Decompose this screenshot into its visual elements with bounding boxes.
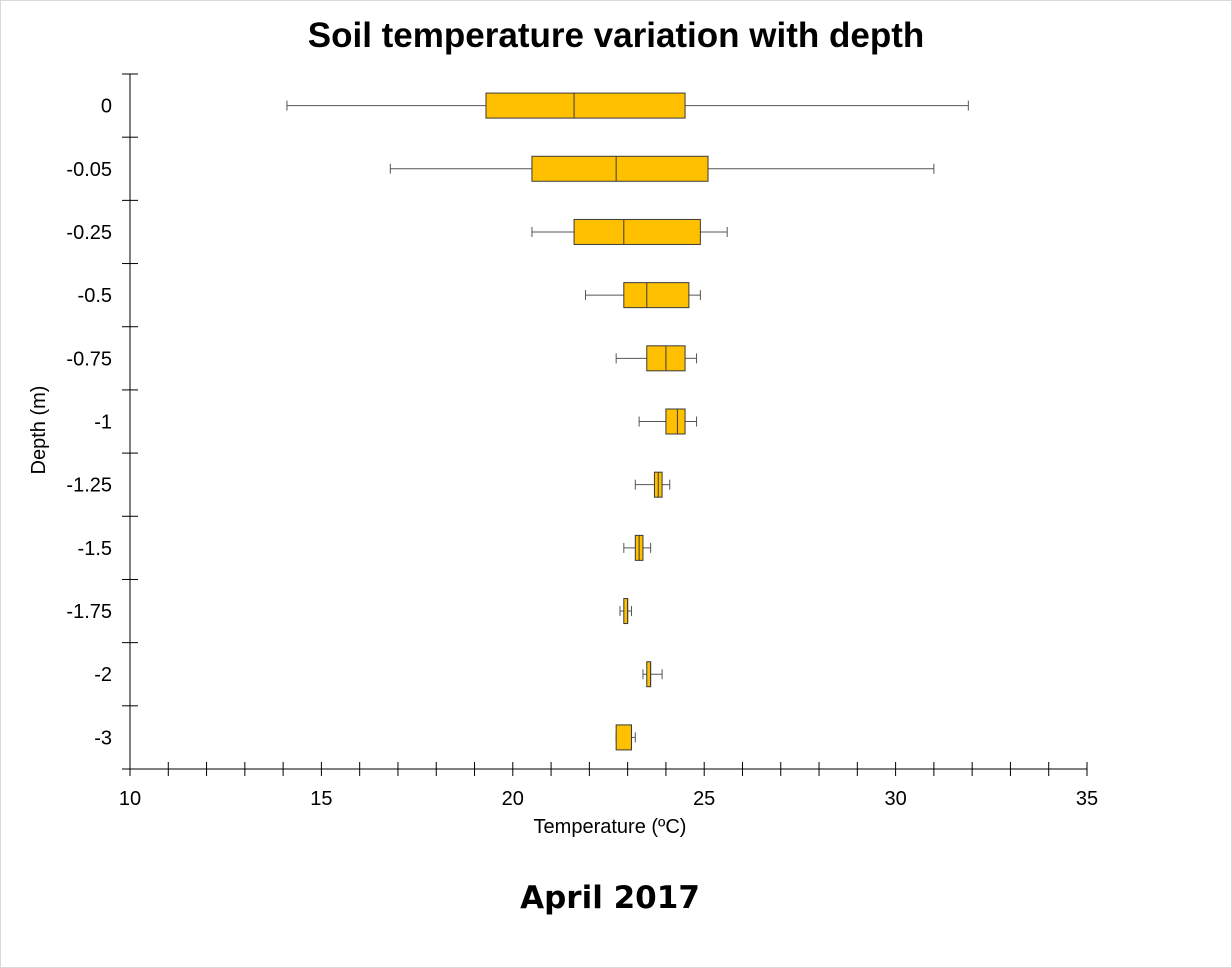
- y-tick-label: -0.05: [66, 159, 112, 181]
- y-tick-label: -1: [94, 412, 112, 434]
- box-2: [389, 155, 935, 182]
- y-axis-label: Depth (m): [28, 385, 50, 475]
- box-10: [642, 661, 663, 688]
- box-7: [634, 471, 671, 498]
- x-tick-label: 10: [119, 788, 141, 810]
- y-tick-label: -0.25: [66, 222, 112, 244]
- box-6: [638, 408, 698, 435]
- y-tick-label: -1.25: [66, 475, 112, 497]
- box-3: [531, 218, 728, 245]
- box-series: [286, 92, 969, 751]
- x-tick-label: 30: [884, 788, 906, 810]
- iqr-box: [646, 661, 652, 688]
- iqr-box: [665, 408, 686, 435]
- chart-title: Soil temperature variation with depth: [307, 16, 925, 55]
- iqr-box: [623, 598, 629, 625]
- y-tick-label: -0.5: [78, 285, 112, 307]
- x-tick-label: 35: [1076, 788, 1098, 810]
- box-11: [615, 724, 636, 751]
- y-tick-label: 0: [101, 96, 112, 118]
- x-tick-label: 15: [310, 788, 332, 810]
- y-tick-label: -3: [94, 727, 112, 749]
- box-5: [615, 345, 698, 372]
- iqr-box: [573, 218, 701, 245]
- x-axis-label: Temperature (ºC): [533, 816, 687, 838]
- box-8: [623, 534, 652, 561]
- iqr-box: [531, 155, 709, 182]
- axes: 0 -0.05 -0.25 -0.5 -0.75 -1 -1.25 -1.5 -1.75 -2 -3…: [66, 73, 1098, 810]
- caption: April 2017: [520, 880, 700, 916]
- box-1: [286, 92, 969, 119]
- box-9: [619, 598, 632, 625]
- iqr-box: [485, 92, 686, 119]
- y-tick-label: -1.75: [66, 601, 112, 623]
- y-tick-label: -0.75: [66, 348, 112, 370]
- y-tick-label: -2: [94, 664, 112, 686]
- y-tick-label: -1.5: [78, 538, 112, 560]
- box-4: [585, 282, 701, 309]
- x-tick-label: 20: [502, 788, 524, 810]
- iqr-box: [623, 282, 690, 309]
- x-tick-label: 25: [693, 788, 715, 810]
- iqr-box: [615, 724, 632, 751]
